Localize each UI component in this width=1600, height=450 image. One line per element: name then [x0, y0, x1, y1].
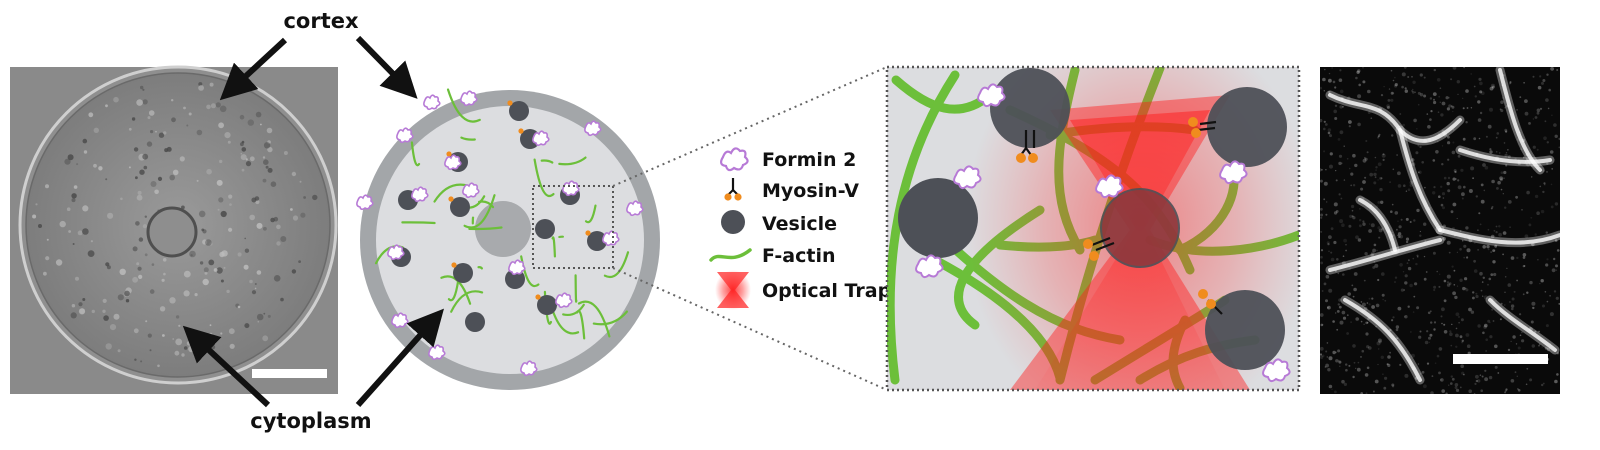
- zoom-region: [532, 185, 614, 269]
- vesicles-and-formins: [356, 90, 644, 377]
- cortex-arrow-right: [355, 35, 418, 99]
- cytoplasm-arrow-right: [355, 308, 444, 407]
- cytoplasm-label: cytoplasm: [250, 409, 371, 433]
- scale-bar: [252, 369, 327, 378]
- formin-icon: [719, 147, 749, 172]
- legend-myosin-label: Myosin-V: [762, 180, 859, 202]
- zoom-panel: [885, 65, 1301, 392]
- zoom-line-top: [612, 66, 888, 187]
- zoom-vesicles: [898, 68, 1287, 370]
- zoom-myosin-heads: [1016, 117, 1216, 309]
- cytoplasm-granules: [32, 82, 318, 368]
- f-actin-icon: [709, 248, 752, 262]
- zoom-formins: [915, 83, 1291, 383]
- legend-formin-label: Formin 2: [762, 149, 856, 171]
- cytoplasm-arrow-left: [182, 325, 271, 408]
- optical-trap-icon: [715, 270, 751, 310]
- cortex-arrow-left: [219, 37, 288, 101]
- vesicle-icon: [721, 210, 745, 234]
- legend-vesicle-label: Vesicle: [762, 213, 837, 235]
- nucleus: [146, 206, 198, 258]
- scale-bar: [1453, 354, 1548, 364]
- legend-actin-label: F-actin: [762, 245, 836, 267]
- nucleus: [475, 201, 531, 257]
- oocyte-schematic: [356, 88, 660, 390]
- cortex-label: cortex: [283, 9, 359, 33]
- myosin-icon: [724, 178, 742, 201]
- zoom-line-bottom: [612, 267, 888, 391]
- legend: Formin 2 Myosin-V Vesicle F-actin Optica…: [709, 147, 891, 310]
- micrograph-panel: [10, 65, 338, 394]
- legend-trap-label: Optical Trap: [762, 280, 891, 302]
- fluorescence-panel: [1320, 67, 1560, 394]
